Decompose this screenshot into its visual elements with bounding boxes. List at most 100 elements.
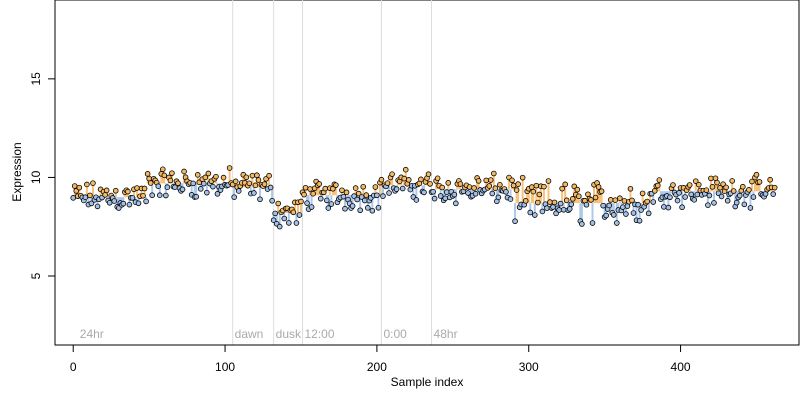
data-point bbox=[220, 174, 227, 181]
data-point bbox=[164, 184, 171, 190]
data-point bbox=[767, 176, 773, 183]
data-point bbox=[369, 207, 376, 214]
data-point bbox=[201, 180, 207, 187]
data-point bbox=[361, 197, 368, 204]
data-point bbox=[519, 174, 526, 181]
data-point bbox=[497, 182, 503, 188]
data-point bbox=[301, 191, 307, 198]
data-point bbox=[193, 193, 200, 200]
data-point bbox=[204, 189, 210, 196]
data-point bbox=[343, 189, 350, 196]
data-point bbox=[269, 197, 275, 204]
data-point bbox=[90, 180, 96, 186]
data-point bbox=[421, 189, 427, 196]
data-point bbox=[592, 194, 599, 201]
data-point bbox=[510, 182, 517, 189]
data-point bbox=[380, 193, 386, 199]
data-point bbox=[272, 210, 278, 217]
data-point bbox=[257, 196, 263, 203]
data-point bbox=[665, 204, 672, 211]
data-point bbox=[503, 189, 509, 195]
data-point bbox=[276, 223, 283, 230]
y-tick-label: 5 bbox=[29, 272, 43, 279]
data-point bbox=[317, 195, 324, 202]
data-point bbox=[354, 196, 360, 203]
data-point bbox=[102, 192, 108, 198]
data-point bbox=[568, 201, 575, 208]
data-point bbox=[620, 204, 626, 210]
data-point bbox=[310, 190, 316, 197]
data-point bbox=[393, 186, 400, 192]
data-point bbox=[723, 184, 729, 191]
data-point bbox=[629, 197, 635, 204]
data-point bbox=[635, 201, 641, 208]
data-point bbox=[255, 177, 262, 183]
data-point bbox=[747, 205, 754, 211]
data-point bbox=[650, 199, 657, 205]
x-tick-label: 300 bbox=[519, 360, 539, 374]
x-tick-label: 200 bbox=[367, 360, 387, 374]
data-point bbox=[495, 194, 502, 201]
data-point bbox=[445, 180, 452, 186]
data-point bbox=[226, 165, 233, 171]
data-point bbox=[532, 212, 538, 218]
annotation-label: dusk bbox=[276, 327, 302, 341]
data-point bbox=[149, 192, 155, 199]
data-point bbox=[129, 195, 136, 201]
data-point bbox=[612, 197, 619, 203]
data-point bbox=[740, 183, 746, 190]
data-point bbox=[125, 188, 131, 195]
data-point bbox=[389, 171, 395, 177]
data-point bbox=[771, 184, 778, 191]
data-point bbox=[706, 192, 713, 199]
data-point bbox=[466, 184, 473, 190]
data-point bbox=[111, 198, 118, 204]
data-point bbox=[515, 181, 521, 187]
x-tick-label: 400 bbox=[671, 360, 691, 374]
data-point bbox=[275, 200, 282, 207]
data-point bbox=[254, 172, 260, 179]
data-point bbox=[235, 188, 242, 194]
data-point bbox=[703, 187, 710, 193]
data-point bbox=[486, 183, 493, 189]
data-point bbox=[741, 201, 748, 208]
annotation-label: 24hr bbox=[80, 327, 104, 341]
data-point bbox=[512, 218, 518, 225]
data-point bbox=[304, 200, 310, 206]
data-point bbox=[465, 190, 471, 196]
data-point bbox=[402, 166, 409, 173]
annotation-label: 48hr bbox=[434, 327, 458, 341]
data-point bbox=[621, 198, 628, 204]
data-point bbox=[651, 188, 658, 194]
data-point bbox=[169, 170, 175, 176]
annotation-lines bbox=[232, 0, 433, 345]
data-point bbox=[290, 209, 297, 216]
data-point bbox=[509, 177, 515, 184]
data-point bbox=[566, 206, 573, 212]
data-point bbox=[351, 193, 357, 199]
data-point bbox=[714, 179, 720, 186]
y-tick-label: 10 bbox=[29, 170, 43, 184]
data-point bbox=[527, 209, 534, 216]
data-point bbox=[717, 184, 723, 191]
x-axis-title: Sample index bbox=[391, 375, 464, 389]
data-point bbox=[427, 181, 433, 187]
x-axis: 0 100 200 300 400 bbox=[70, 344, 691, 374]
data-point bbox=[736, 192, 743, 199]
data-point bbox=[453, 200, 459, 207]
annotation-label: dawn bbox=[235, 327, 264, 341]
x-tick-label: 100 bbox=[215, 360, 235, 374]
data-point bbox=[197, 186, 204, 192]
data-point bbox=[112, 187, 119, 194]
data-point bbox=[134, 185, 140, 191]
data-point bbox=[541, 183, 547, 190]
data-point bbox=[729, 178, 735, 184]
data-point bbox=[623, 211, 629, 217]
data-point bbox=[579, 221, 585, 227]
annotation-labels: 24hr dawn dusk 12:00 0:00 48hr bbox=[80, 327, 458, 341]
data-point bbox=[342, 205, 348, 212]
data-point bbox=[202, 174, 209, 181]
data-point bbox=[374, 192, 380, 199]
data-point bbox=[562, 181, 568, 188]
data-point bbox=[386, 190, 392, 196]
